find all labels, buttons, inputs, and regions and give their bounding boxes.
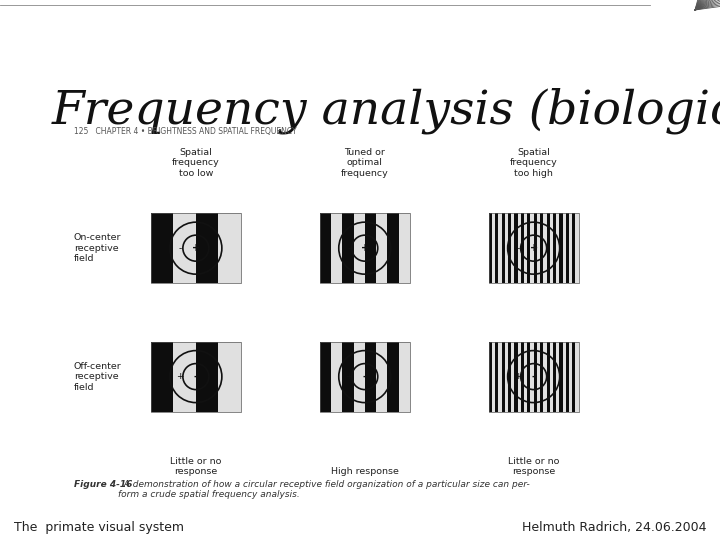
Bar xyxy=(320,342,331,411)
Text: +: + xyxy=(192,243,200,253)
Bar xyxy=(566,213,569,283)
Text: +: + xyxy=(514,372,522,381)
Text: Helmuth Radrich, 24.06.2004: Helmuth Radrich, 24.06.2004 xyxy=(521,521,706,534)
Bar xyxy=(320,213,410,283)
Bar xyxy=(508,213,511,283)
Bar xyxy=(151,213,241,283)
Text: Frequency analysis (biological): Frequency analysis (biological) xyxy=(52,88,720,134)
Bar xyxy=(521,213,524,283)
Text: 125   CHAPTER 4 • BRIGHTNESS AND SPATIAL FREQUENCY: 125 CHAPTER 4 • BRIGHTNESS AND SPATIAL F… xyxy=(74,127,297,136)
Bar xyxy=(489,213,579,283)
Bar xyxy=(527,342,531,411)
Text: Figure 4-16: Figure 4-16 xyxy=(74,480,132,489)
Bar xyxy=(508,342,511,411)
Text: Little or no
response: Little or no response xyxy=(508,457,559,476)
Bar xyxy=(196,213,218,283)
Bar xyxy=(527,213,531,283)
Text: -: - xyxy=(516,244,520,253)
Bar xyxy=(540,342,544,411)
Text: Off-center
receptive
field: Off-center receptive field xyxy=(74,362,122,392)
Text: Spatial
frequency
too high: Spatial frequency too high xyxy=(510,148,557,178)
Text: Spatial
frequency
too low: Spatial frequency too low xyxy=(172,148,220,178)
Text: -: - xyxy=(179,244,182,253)
Bar xyxy=(546,213,550,283)
Bar xyxy=(320,213,410,283)
Bar xyxy=(514,342,518,411)
Bar xyxy=(572,342,575,411)
Text: On-center
receptive
field: On-center receptive field xyxy=(74,233,122,263)
Text: -: - xyxy=(363,372,366,382)
Bar xyxy=(546,342,550,411)
Bar xyxy=(521,342,524,411)
Text: -: - xyxy=(531,372,536,382)
Bar xyxy=(489,342,579,411)
Text: Little or no
response: Little or no response xyxy=(170,457,222,476)
Bar xyxy=(489,213,579,283)
Bar xyxy=(495,213,498,283)
Bar xyxy=(553,213,556,283)
Bar xyxy=(342,342,354,411)
Text: -: - xyxy=(194,372,198,382)
Bar xyxy=(489,213,492,283)
Bar xyxy=(514,213,518,283)
Text: A demonstration of how a circular receptive field organization of a particular s: A demonstration of how a circular recept… xyxy=(118,480,530,500)
Text: -: - xyxy=(348,244,351,253)
Text: +: + xyxy=(346,372,353,381)
Bar xyxy=(342,213,354,283)
Bar xyxy=(387,213,398,283)
Bar xyxy=(502,213,505,283)
Bar xyxy=(540,213,544,283)
Bar xyxy=(534,342,537,411)
Bar xyxy=(534,213,537,283)
Bar xyxy=(559,213,562,283)
Bar xyxy=(387,342,398,411)
Bar xyxy=(502,342,505,411)
Bar xyxy=(196,342,218,411)
Bar xyxy=(365,342,376,411)
Text: High response: High response xyxy=(330,467,399,476)
Bar xyxy=(320,342,410,411)
Bar xyxy=(320,342,410,411)
Bar xyxy=(559,342,562,411)
Bar xyxy=(566,342,569,411)
Text: The  primate visual system: The primate visual system xyxy=(14,521,184,534)
Text: +: + xyxy=(530,243,538,253)
Bar xyxy=(151,213,241,283)
Bar xyxy=(489,342,492,411)
Bar xyxy=(553,342,556,411)
Bar xyxy=(151,213,174,283)
Bar xyxy=(489,342,579,411)
Text: +: + xyxy=(361,243,369,253)
Bar xyxy=(365,213,376,283)
Text: +: + xyxy=(176,372,184,381)
Bar xyxy=(151,342,174,411)
Text: Tuned or
optimal
frequency: Tuned or optimal frequency xyxy=(341,148,389,178)
Bar xyxy=(151,342,241,411)
Bar xyxy=(572,213,575,283)
Bar xyxy=(495,342,498,411)
Bar xyxy=(320,213,331,283)
Bar xyxy=(151,342,241,411)
